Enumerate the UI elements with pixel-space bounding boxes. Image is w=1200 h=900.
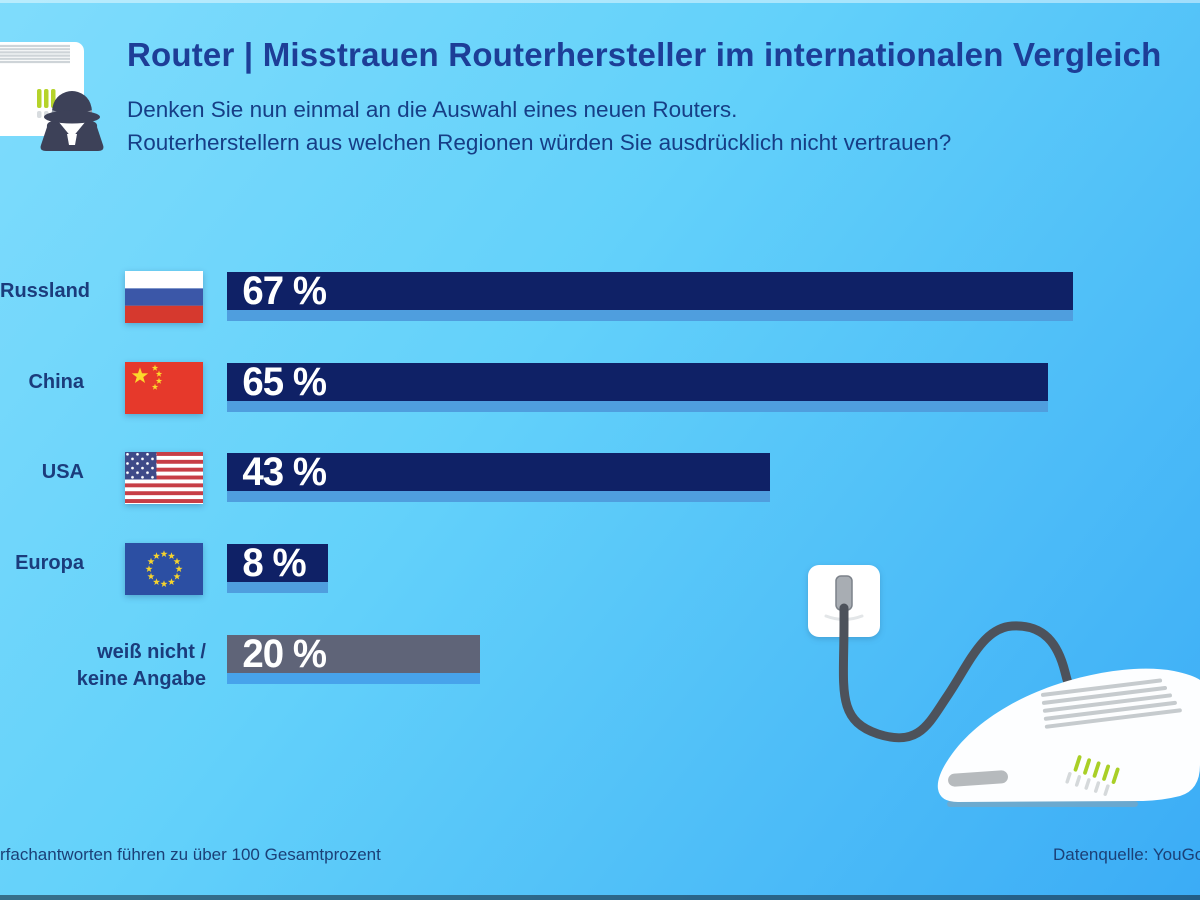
row-label-line1: weiß nicht / bbox=[97, 641, 206, 663]
flag-eu-icon bbox=[125, 543, 203, 595]
row-label-line1: Russland bbox=[0, 280, 91, 302]
bottom-edge-strip bbox=[0, 895, 1200, 900]
flag-usa-icon bbox=[125, 452, 203, 504]
bar-value: 20 % bbox=[242, 632, 327, 676]
subtitle-line-1: Denken Sie nun einmal an die Auswahl ein… bbox=[127, 97, 738, 122]
router-spy-icon bbox=[0, 42, 104, 151]
chart-row: Russland 67 % bbox=[0, 269, 1200, 336]
flag-russia-icon bbox=[125, 271, 203, 323]
row-label: Europa bbox=[0, 552, 84, 575]
data-source: Datenquelle: YouGov bbox=[1053, 845, 1200, 864]
row-label-line2: keine Angabe bbox=[76, 668, 206, 690]
bar: 67 % bbox=[227, 269, 1073, 313]
bar-shadow bbox=[227, 582, 328, 593]
row-label-line1: USA bbox=[41, 461, 84, 483]
bar: 20 % bbox=[227, 632, 480, 676]
flag-eu-icon bbox=[125, 543, 203, 595]
top-edge-strip bbox=[0, 0, 1200, 3]
row-label: China bbox=[0, 371, 84, 394]
bar-shadow bbox=[227, 673, 480, 684]
power-cable bbox=[838, 603, 1085, 743]
subtitle: Denken Sie nun einmal an die Auswahl ein… bbox=[127, 93, 951, 159]
flag-china-icon bbox=[125, 362, 203, 414]
bar: 43 % bbox=[227, 450, 770, 494]
spy-icon bbox=[40, 91, 104, 151]
bar-shadow bbox=[227, 401, 1048, 412]
bar-value: 43 % bbox=[242, 450, 327, 494]
router-label-plate bbox=[948, 770, 1008, 787]
router-led-lights-icon bbox=[1065, 755, 1120, 796]
bar-shadow bbox=[227, 310, 1073, 321]
flag-china-icon bbox=[125, 362, 203, 414]
row-label: USA bbox=[0, 461, 84, 484]
chart-row: USA 43 % bbox=[0, 450, 1200, 517]
bar-shadow bbox=[227, 491, 770, 502]
row-label: weiß nicht / keine Angabe bbox=[0, 639, 206, 693]
row-label: Russland bbox=[0, 280, 91, 303]
row-label-line1: China bbox=[28, 371, 84, 393]
subtitle-line-2: Routerherstellern aus welchen Regionen w… bbox=[127, 130, 952, 155]
flag-usa-icon bbox=[125, 452, 203, 504]
flag-russia-icon bbox=[125, 271, 203, 323]
router-device-illustration bbox=[808, 565, 1200, 807]
bar: 65 % bbox=[227, 360, 1048, 404]
bar-value: 8 % bbox=[242, 541, 306, 585]
bar-value: 65 % bbox=[242, 360, 327, 404]
router-body-icon bbox=[937, 668, 1200, 807]
chart-row: China 65 % bbox=[0, 360, 1200, 427]
bar: 8 % bbox=[227, 541, 328, 585]
vent-slats-icon bbox=[1040, 678, 1182, 729]
chart-row: Europa 8 % bbox=[0, 541, 1200, 608]
page-title: Router | Misstrauen Routerhersteller im … bbox=[127, 36, 1162, 73]
chart-row: weiß nicht / keine Angabe 20 % bbox=[0, 632, 1200, 699]
bar-value: 67 % bbox=[242, 269, 327, 313]
row-label-line1: Europa bbox=[15, 552, 84, 574]
footnote: rfachantworten führen zu über 100 Gesamt… bbox=[0, 845, 381, 864]
